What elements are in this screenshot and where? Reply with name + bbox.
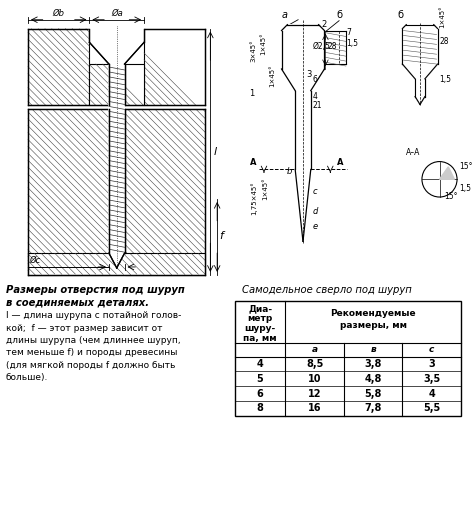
Text: Øb: Øb	[52, 9, 64, 18]
Text: метр: метр	[247, 314, 273, 323]
Text: 28: 28	[328, 42, 337, 51]
Polygon shape	[282, 25, 324, 241]
Text: 5: 5	[257, 374, 264, 384]
Text: 15°: 15°	[445, 192, 458, 201]
Text: 21: 21	[313, 102, 322, 110]
Text: 4,8: 4,8	[365, 374, 382, 384]
Text: b: b	[287, 167, 292, 176]
Text: 2: 2	[321, 20, 327, 28]
Text: (для мягкой породы f должно быть: (для мягкой породы f должно быть	[6, 361, 175, 369]
Polygon shape	[439, 167, 455, 179]
Text: Самодельное сверло под шуруп: Самодельное сверло под шуруп	[242, 284, 411, 295]
Text: 1,5: 1,5	[439, 75, 452, 84]
Text: A: A	[337, 158, 344, 168]
Text: a: a	[282, 10, 287, 20]
Text: 1×45°: 1×45°	[260, 33, 266, 55]
Text: 8: 8	[256, 403, 264, 414]
Text: шуру-: шуру-	[245, 324, 276, 333]
Bar	[235, 301, 461, 416]
Text: 4: 4	[428, 389, 435, 399]
Text: 6: 6	[313, 75, 318, 84]
Text: в: в	[370, 345, 376, 354]
Polygon shape	[90, 28, 144, 268]
Text: 6: 6	[257, 389, 264, 399]
Text: 28: 28	[439, 38, 449, 46]
Text: Øa: Øa	[111, 9, 123, 18]
Text: 1,5: 1,5	[459, 184, 471, 193]
Text: 4: 4	[257, 359, 264, 369]
Text: f: f	[219, 232, 223, 241]
Text: в соединяемых деталях.: в соединяемых деталях.	[6, 298, 148, 307]
Text: длины шурупа (чем длиннее шуруп,: длины шурупа (чем длиннее шуруп,	[6, 336, 180, 345]
Text: 1: 1	[249, 88, 255, 98]
Text: 10: 10	[308, 374, 321, 384]
Text: 4: 4	[313, 91, 318, 101]
Polygon shape	[28, 253, 205, 275]
Polygon shape	[144, 28, 205, 106]
Text: Ø2,5: Ø2,5	[313, 42, 330, 51]
Text: 15°: 15°	[459, 163, 473, 171]
Text: тем меньше f) и породы древесины: тем меньше f) и породы древесины	[6, 348, 177, 357]
Text: a: a	[311, 345, 318, 354]
Text: 1×45°: 1×45°	[262, 177, 268, 200]
Polygon shape	[125, 109, 205, 275]
Text: 3,5: 3,5	[423, 374, 440, 384]
Text: 1,75×45°: 1,75×45°	[250, 181, 257, 215]
Text: 3,8: 3,8	[365, 359, 382, 369]
Text: больше).: больше).	[6, 373, 48, 382]
Text: Размеры отверстия под шуруп: Размеры отверстия под шуруп	[6, 284, 184, 295]
Text: б: б	[336, 10, 342, 20]
Text: c: c	[429, 345, 434, 354]
Text: 3: 3	[306, 70, 311, 79]
Text: l: l	[213, 147, 217, 156]
Text: 12: 12	[308, 389, 321, 399]
Polygon shape	[28, 28, 90, 106]
Polygon shape	[90, 64, 109, 106]
Text: e: e	[313, 221, 318, 231]
Text: 7,8: 7,8	[365, 403, 382, 414]
Text: размеры, мм: размеры, мм	[340, 321, 407, 330]
Text: Диа-: Диа-	[248, 304, 272, 313]
Text: A–A: A–A	[406, 148, 420, 156]
Polygon shape	[125, 64, 144, 106]
Text: 1×45°: 1×45°	[439, 5, 446, 27]
Text: 16: 16	[308, 403, 321, 414]
Text: 5,5: 5,5	[423, 403, 440, 414]
Text: l — длина шурупа с потайной голов-: l — длина шурупа с потайной голов-	[6, 311, 181, 320]
Text: 3×45°: 3×45°	[250, 40, 256, 62]
Text: 3: 3	[428, 359, 435, 369]
Text: 1×45°: 1×45°	[269, 64, 275, 87]
Text: Рекомендуемые: Рекомендуемые	[330, 309, 416, 319]
Text: c: c	[313, 187, 318, 196]
Polygon shape	[28, 109, 109, 275]
Text: 1,5: 1,5	[346, 39, 358, 48]
Text: 7: 7	[346, 28, 351, 38]
Text: 8,5: 8,5	[306, 359, 323, 369]
Text: кой;  f — этот размер зависит от: кой; f — этот размер зависит от	[6, 324, 162, 333]
Text: Øc: Øc	[29, 256, 40, 265]
Text: б: б	[398, 10, 404, 20]
Text: A: A	[250, 158, 256, 168]
Text: 5,8: 5,8	[365, 389, 382, 399]
Text: па, мм: па, мм	[243, 334, 277, 343]
Text: d: d	[313, 207, 318, 216]
Polygon shape	[402, 25, 438, 105]
